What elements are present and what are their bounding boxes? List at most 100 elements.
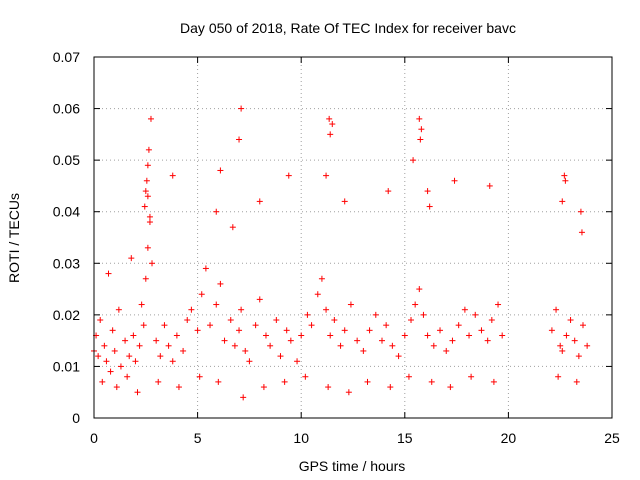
data-point: [231, 342, 238, 349]
data-point: [256, 296, 263, 303]
data-point: [430, 342, 437, 349]
data-point: [329, 121, 336, 128]
data-point: [573, 378, 580, 385]
data-point: [155, 378, 162, 385]
data-point: [277, 353, 284, 360]
data-point: [424, 332, 431, 339]
y-tick-label: 0.02: [53, 307, 80, 323]
data-point: [136, 342, 143, 349]
data-point: [142, 275, 149, 282]
data-point: [213, 208, 220, 215]
data-point: [341, 198, 348, 205]
y-tick-label: 0.07: [53, 49, 80, 65]
data-point: [379, 337, 386, 344]
data-point: [325, 384, 332, 391]
data-point: [113, 384, 120, 391]
data-point: [194, 327, 201, 334]
data-point: [314, 291, 321, 298]
data-point: [405, 373, 412, 380]
chart-title: Day 050 of 2018, Rate Of TEC Index for r…: [180, 20, 516, 36]
data-point: [495, 301, 502, 308]
data-point: [281, 378, 288, 385]
data-point: [447, 384, 454, 391]
data-point: [146, 219, 153, 226]
axis-ticks: 0 5 10 15 20 25 0 0.01 0.02 0.03 0.04 0.05 0.06 0.07: [53, 49, 620, 446]
data-point: [294, 358, 301, 365]
data-point: [559, 347, 566, 354]
data-point: [126, 353, 133, 360]
data-point: [499, 332, 506, 339]
data-point: [149, 260, 156, 267]
data-point: [387, 384, 394, 391]
data-point: [298, 332, 305, 339]
data-point: [217, 280, 224, 287]
data-point: [267, 342, 274, 349]
y-tick-label: 0: [72, 410, 80, 426]
data-point: [175, 384, 182, 391]
data-point: [416, 286, 423, 293]
data-point: [327, 332, 334, 339]
data-point: [101, 342, 108, 349]
data-point: [105, 270, 112, 277]
data-point: [428, 378, 435, 385]
data-point: [437, 327, 444, 334]
data-point: [561, 172, 568, 179]
data-point: [557, 342, 564, 349]
x-tick-label: 5: [194, 430, 202, 446]
x-tick-label: 25: [604, 430, 620, 446]
data-point: [337, 342, 344, 349]
data-point: [484, 337, 491, 344]
data-point: [490, 378, 497, 385]
data-point: [327, 131, 334, 138]
data-point: [318, 275, 325, 282]
data-point: [571, 337, 578, 344]
data-point: [443, 347, 450, 354]
data-point: [273, 317, 280, 324]
data-point: [426, 203, 433, 210]
data-point: [117, 363, 124, 370]
data-point: [169, 358, 176, 365]
data-point: [385, 188, 392, 195]
data-point: [111, 347, 118, 354]
data-point: [143, 177, 150, 184]
y-tick-label: 0.01: [53, 358, 80, 374]
data-point: [180, 347, 187, 354]
data-point: [144, 193, 151, 200]
data-point: [389, 342, 396, 349]
data-point: [285, 172, 292, 179]
data-point: [103, 358, 110, 365]
data-point: [478, 327, 485, 334]
data-point: [341, 327, 348, 334]
x-tick-label: 0: [90, 430, 98, 446]
data-point: [260, 384, 267, 391]
data-point: [304, 311, 311, 318]
data-point: [401, 332, 408, 339]
data-point: [215, 378, 222, 385]
data-point: [217, 167, 224, 174]
data-point: [548, 327, 555, 334]
data-point: [468, 373, 475, 380]
x-axis-label: GPS time / hours: [299, 458, 406, 474]
data-point: [563, 332, 570, 339]
plot-frame: [93, 56, 613, 419]
data-point: [122, 337, 129, 344]
data-point: [410, 157, 417, 164]
data-point: [383, 322, 390, 329]
data-point: [412, 301, 419, 308]
x-tick-label: 20: [501, 430, 517, 446]
data-point: [287, 337, 294, 344]
data-point: [109, 327, 116, 334]
data-point: [559, 198, 566, 205]
data-point: [202, 265, 209, 272]
data-point: [408, 317, 415, 324]
data-point: [567, 317, 574, 324]
data-point: [283, 327, 290, 334]
data-point: [451, 177, 458, 184]
data-point: [262, 332, 269, 339]
data-point: [207, 322, 214, 329]
data-point: [161, 322, 168, 329]
data-point: [95, 353, 102, 360]
data-point: [107, 368, 114, 375]
data-point: [238, 306, 245, 313]
